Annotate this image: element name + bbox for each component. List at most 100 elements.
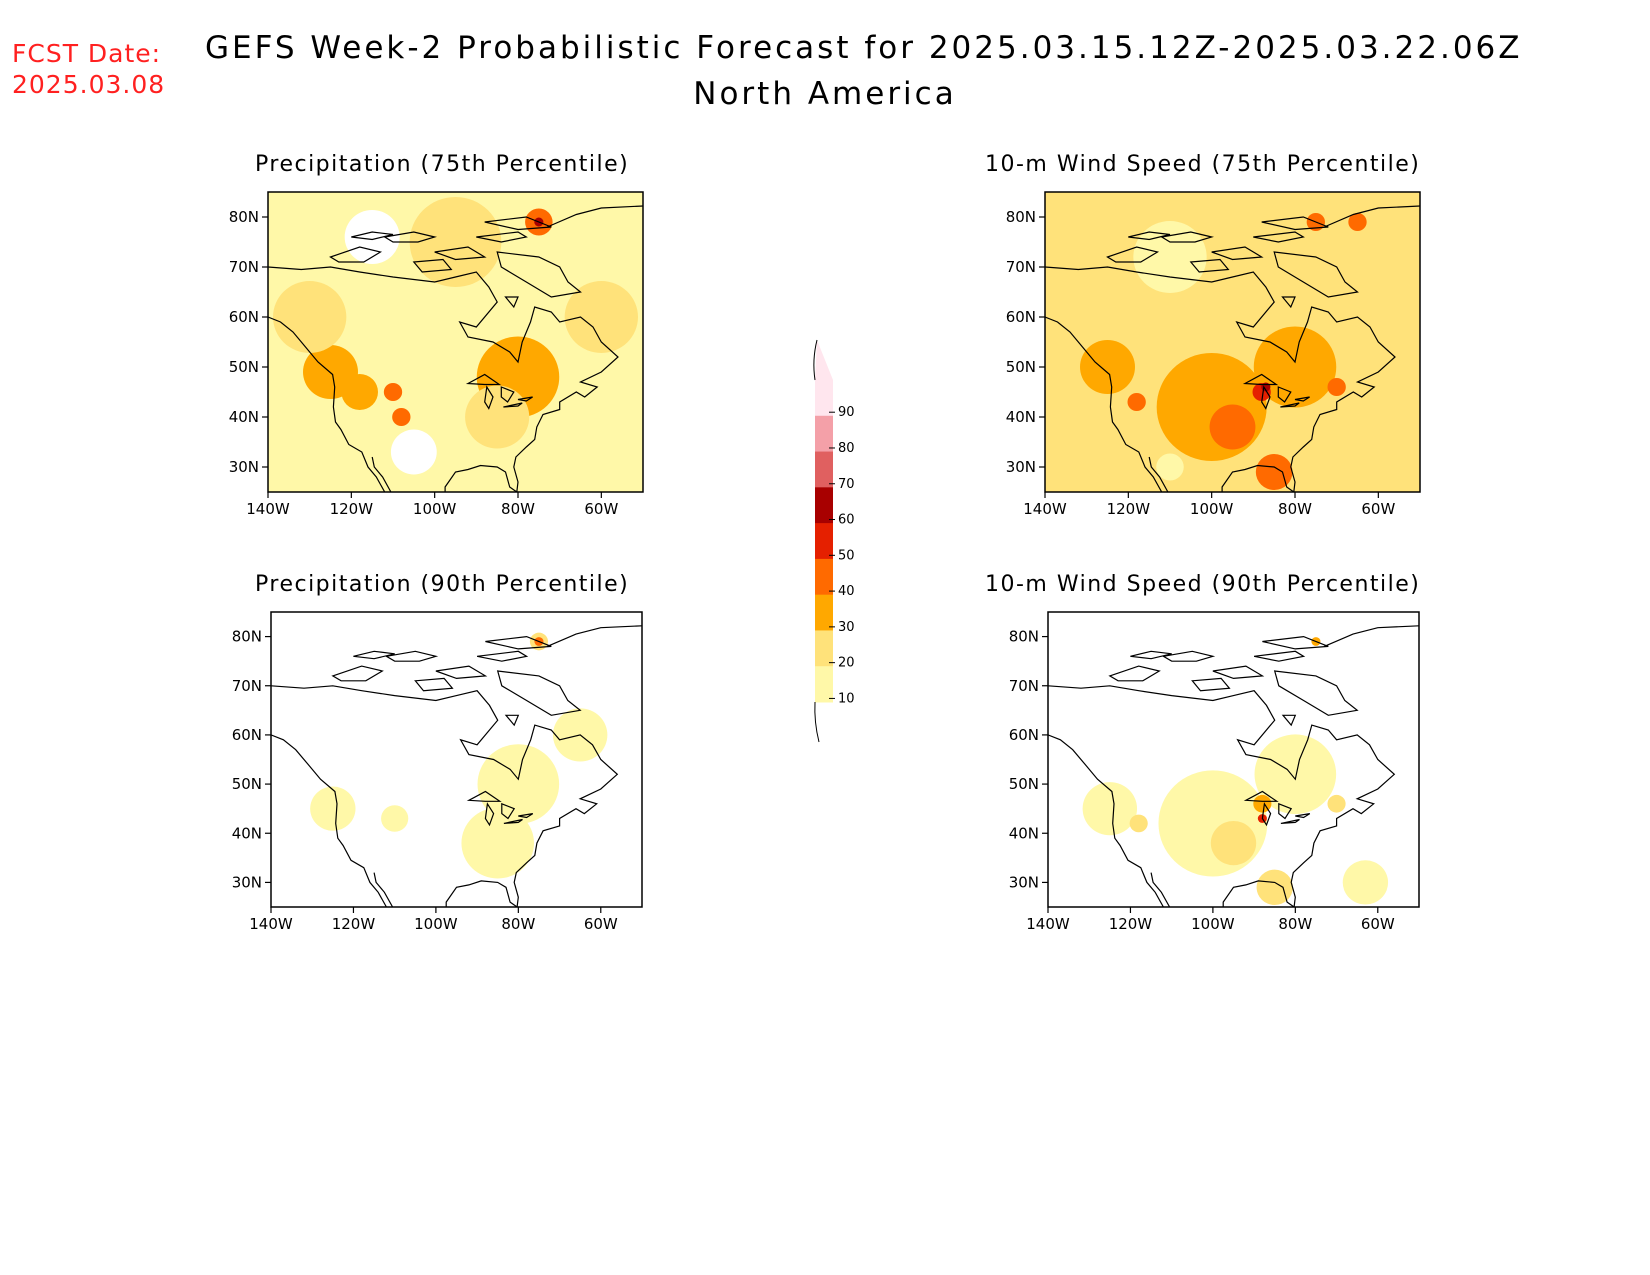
lon-label: 100W [414,915,458,933]
colorbar-segment [815,380,833,417]
coastline [500,386,515,403]
colorbar-segment [815,451,833,488]
map-frame [1047,611,1420,908]
colorbar-bottom-arrow [814,701,820,743]
coastline [1048,685,1396,907]
map-panel-precip90: 80N 70N 60N 50N 40N 30N 140W 120W 100W 80W 60W [232,611,643,933]
lon-label: 60W [584,500,618,518]
lon-label: 60W [1361,915,1395,933]
coastline [485,635,552,650]
probability-area [477,744,560,824]
lon-label: 140W [1023,500,1067,518]
panel-title-wind75: 10-m Wind Speed (75th Percentile) [985,152,1421,177]
coastline [1262,635,1329,650]
coastline [1323,205,1420,228]
probability-area [1127,393,1146,411]
coastline [1211,246,1264,261]
probability-area [1256,869,1293,906]
probability-area [1158,770,1268,877]
lat-label: 60N [1009,726,1039,744]
lat-label: 50N [1006,358,1036,376]
lat-label: 50N [229,358,259,376]
map-frame [270,611,643,908]
coastline [496,251,582,298]
coastline [1191,677,1231,692]
coastline [1148,456,1169,492]
lat-label: 30N [1009,873,1039,891]
lat-label: 50N [1009,775,1039,793]
colorbar-label: 30 [838,620,855,635]
probability-area [1129,814,1148,833]
map-panel-wind90: 80N 70N 60N 50N 40N 30N 140W 120W 100W 80W 60W [1009,611,1420,933]
probability-area [392,408,411,426]
coastline [331,665,384,682]
coastline [1150,872,1171,907]
probability-area [344,210,400,264]
colorbar-label: 40 [838,584,855,599]
coastline [501,802,516,820]
lon-label: 80W [501,915,535,933]
lon-label: 100W [1191,915,1235,933]
coastline [1273,251,1359,298]
probability-area [1156,453,1184,481]
panel-title-wind90: 10-m Wind Speed (90th Percentile) [985,572,1421,597]
fcst-label: FCST Date: [12,39,162,68]
coastline [466,790,502,802]
lat-label: 40N [232,824,262,842]
lat-label: 80N [1006,208,1036,226]
coastline [546,625,642,647]
coastline [1106,246,1160,263]
lon-label: 120W [1109,915,1153,933]
coastline [383,231,438,243]
probability-area [1082,782,1138,836]
colorbar: 10 20 30 40 50 60 70 80 90 [813,339,855,743]
coastline [1277,386,1292,403]
coastline [484,385,494,410]
coastline [1281,714,1297,727]
coastline [268,316,386,492]
probability-area [1209,404,1256,450]
coastline [484,216,552,231]
probability-area [1327,378,1346,396]
lat-label: 70N [229,258,259,276]
coastline [476,231,528,243]
coastline [329,246,383,263]
lon-label: 80W [501,500,535,518]
lon-label: 80W [1278,915,1312,933]
probability-area [1156,353,1267,461]
lat-label: 40N [229,408,259,426]
colorbar-label: 60 [838,513,855,528]
lon-label: 120W [332,915,376,933]
coastline [1280,402,1300,408]
coastline [503,818,523,824]
probability-area [1255,454,1293,490]
colorbar-segment [815,630,833,667]
coastline [1278,802,1293,820]
fcst-date-value: 2025.03.08 [12,70,166,99]
colorbar-label: 80 [838,441,855,456]
coastline [384,650,439,662]
probability-area [1080,340,1135,394]
coastline [465,373,502,386]
coastline [1253,231,1305,243]
lon-label: 140W [1026,915,1070,933]
lon-label: 120W [330,500,374,518]
lat-label: 50N [232,775,262,793]
forecast-date: FCST Date: 2025.03.08 [12,38,165,100]
lat-label: 70N [1009,677,1039,695]
lat-label: 80N [1009,628,1039,646]
coastline [373,872,394,907]
coastline [1295,813,1311,819]
coastline [1261,216,1329,231]
coastline [1189,258,1230,273]
coastline [353,650,395,660]
lat-label: 30N [229,458,259,476]
colorbar-label: 50 [838,548,855,563]
probability-area [341,374,378,410]
coastline [546,205,643,228]
lon-label: 100W [1190,500,1234,518]
probability-area [1342,860,1389,905]
coastline [1261,385,1271,410]
lat-label: 70N [232,677,262,695]
coastline [268,266,619,492]
